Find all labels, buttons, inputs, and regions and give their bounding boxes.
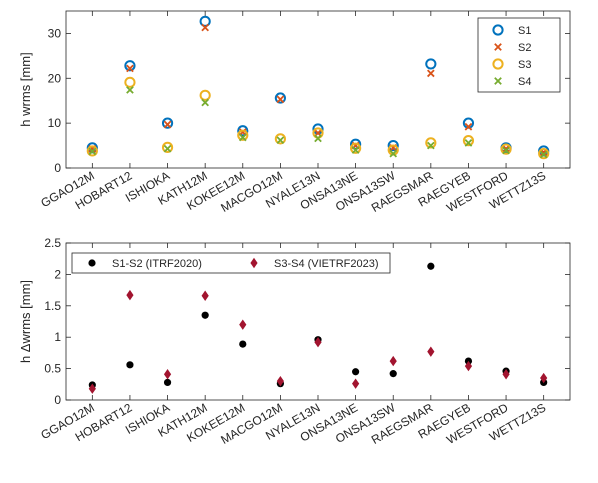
legend-marker-s1 bbox=[492, 24, 504, 36]
point-s1-hobart12 bbox=[124, 60, 136, 72]
point-s4-wettz13s bbox=[539, 150, 548, 159]
point-s4-raegyeb bbox=[464, 139, 473, 147]
point-s3-ishioka bbox=[161, 141, 174, 153]
point-s2-ishioka bbox=[163, 120, 172, 129]
point-s3-kokee12m bbox=[237, 129, 249, 141]
y-tick-label: 0 bbox=[54, 393, 61, 407]
point-s1-s2-itrf2020-hobart12 bbox=[126, 361, 134, 369]
y-axis-label: h wrms [mm] bbox=[18, 52, 33, 126]
point-s1-kokee12m bbox=[237, 125, 249, 137]
point-s3-s4-vietrf2023-hobart12 bbox=[126, 289, 134, 301]
y-tick-label: 10 bbox=[48, 116, 62, 130]
point-s4-raegsmar bbox=[426, 141, 435, 150]
legend-marker-s3 bbox=[492, 58, 504, 70]
point-s1-s2-itrf2020-onsa13sw bbox=[389, 370, 397, 378]
point-s3-s4-vietrf2023-macgo12m bbox=[276, 375, 284, 387]
point-s2-raegyeb bbox=[464, 122, 473, 131]
point-s4-westford bbox=[502, 146, 510, 155]
point-s4-ishioka bbox=[163, 144, 172, 153]
point-s4-onsa13ne bbox=[351, 146, 360, 154]
point-s2-raegsmar bbox=[426, 69, 435, 78]
legend-label-s1: S1 bbox=[518, 25, 531, 37]
legend-box bbox=[477, 17, 561, 93]
point-s1-ishioka bbox=[161, 117, 174, 129]
point-s3-s4-vietrf2023-onsa13sw bbox=[389, 355, 397, 367]
point-s3-s4-vietrf2023-ishioka bbox=[163, 369, 172, 380]
y-tick-label: 0.5 bbox=[44, 362, 61, 376]
legend-marker-s3-s4-vietrf2023 bbox=[250, 257, 258, 269]
point-s1-s2-itrf2020-raegsmar bbox=[427, 262, 435, 270]
point-s2-hobart12 bbox=[126, 64, 134, 73]
point-s3-raegsmar bbox=[425, 137, 437, 149]
point-s3-s4-vietrf2023-raegsmar bbox=[427, 346, 435, 357]
legend-label-s3-s4-vietrf2023: S3-S4 (VIETRF2023) bbox=[274, 258, 379, 270]
point-s2-macgo12m bbox=[276, 95, 285, 104]
point-s1-s2-itrf2020-onsa13ne bbox=[352, 368, 360, 376]
legend-marker-s2 bbox=[494, 43, 502, 51]
point-s4-hobart12 bbox=[126, 86, 134, 94]
point-s3-wettz13s bbox=[538, 148, 550, 160]
point-s1-macgo12m bbox=[274, 92, 286, 104]
y-tick-label: 1 bbox=[54, 330, 61, 344]
point-s4-kokee12m bbox=[238, 133, 247, 142]
point-s1-kath12m bbox=[199, 15, 211, 27]
point-s3-raegyeb bbox=[462, 135, 475, 147]
y-tick-label: 30 bbox=[48, 26, 62, 40]
point-s3-kath12m bbox=[199, 89, 211, 101]
point-s3-s4-vietrf2023-onsa13ne bbox=[352, 378, 360, 389]
point-s3-s4-vietrf2023-kath12m bbox=[201, 290, 209, 301]
point-s2-kath12m bbox=[201, 23, 210, 32]
point-s3-s4-vietrf2023-westford bbox=[502, 369, 510, 380]
point-s3-s4-vietrf2023-ggao12m bbox=[88, 383, 96, 394]
legend-label-s1-s2-itrf2020: S1-S2 (ITRF2020) bbox=[112, 258, 202, 270]
y-tick-label: 2.5 bbox=[44, 236, 61, 250]
point-s1-s2-itrf2020-kath12m bbox=[201, 311, 209, 319]
point-s1-onsa13sw bbox=[387, 139, 399, 152]
point-s3-s4-vietrf2023-raegyeb bbox=[464, 360, 473, 372]
point-s4-nyale13n bbox=[314, 134, 322, 143]
y-axis-label: h Δwrms [mm] bbox=[18, 280, 33, 363]
point-s3-onsa13ne bbox=[350, 142, 362, 154]
point-s2-westford bbox=[502, 144, 510, 153]
y-tick-label: 0 bbox=[54, 161, 61, 175]
legend-marker-s4 bbox=[494, 77, 502, 85]
y-tick-label: 20 bbox=[48, 71, 62, 85]
y-tick-label: 1.5 bbox=[44, 299, 61, 313]
point-s4-macgo12m bbox=[276, 136, 285, 145]
point-s1-s2-itrf2020-kokee12m bbox=[239, 340, 247, 348]
legend-label-s4: S4 bbox=[518, 76, 531, 88]
legend-label-s2: S2 bbox=[518, 42, 531, 54]
point-s3-s4-vietrf2023-wettz13s bbox=[540, 372, 548, 384]
top-panel-wrms: 0102030GGAO12MHOBART12ISHIOKAKATH12MKOKE… bbox=[18, 10, 571, 215]
legend-box bbox=[71, 252, 391, 274]
point-s1-s2-itrf2020-ishioka bbox=[163, 378, 172, 387]
point-s4-kath12m bbox=[201, 98, 210, 107]
point-s3-ggao12m bbox=[86, 145, 98, 157]
legend-label-s3: S3 bbox=[518, 59, 531, 71]
point-s3-s4-vietrf2023-kokee12m bbox=[239, 319, 247, 330]
bottom-panel-delta-wrms: 00.511.522.5GGAO12MHOBART12ISHIOKAKATH12… bbox=[18, 236, 571, 447]
point-s4-ggao12m bbox=[88, 147, 97, 156]
point-s3-s4-vietrf2023-nyale13n bbox=[314, 337, 322, 348]
point-s3-hobart12 bbox=[124, 76, 136, 88]
point-s3-macgo12m bbox=[274, 133, 286, 145]
legend-marker-s1-s2-itrf2020 bbox=[88, 259, 96, 267]
y-tick-label: 2 bbox=[54, 267, 61, 281]
point-s4-onsa13sw bbox=[389, 149, 398, 158]
point-s1-raegsmar bbox=[425, 58, 437, 70]
point-s3-westford bbox=[500, 143, 512, 155]
